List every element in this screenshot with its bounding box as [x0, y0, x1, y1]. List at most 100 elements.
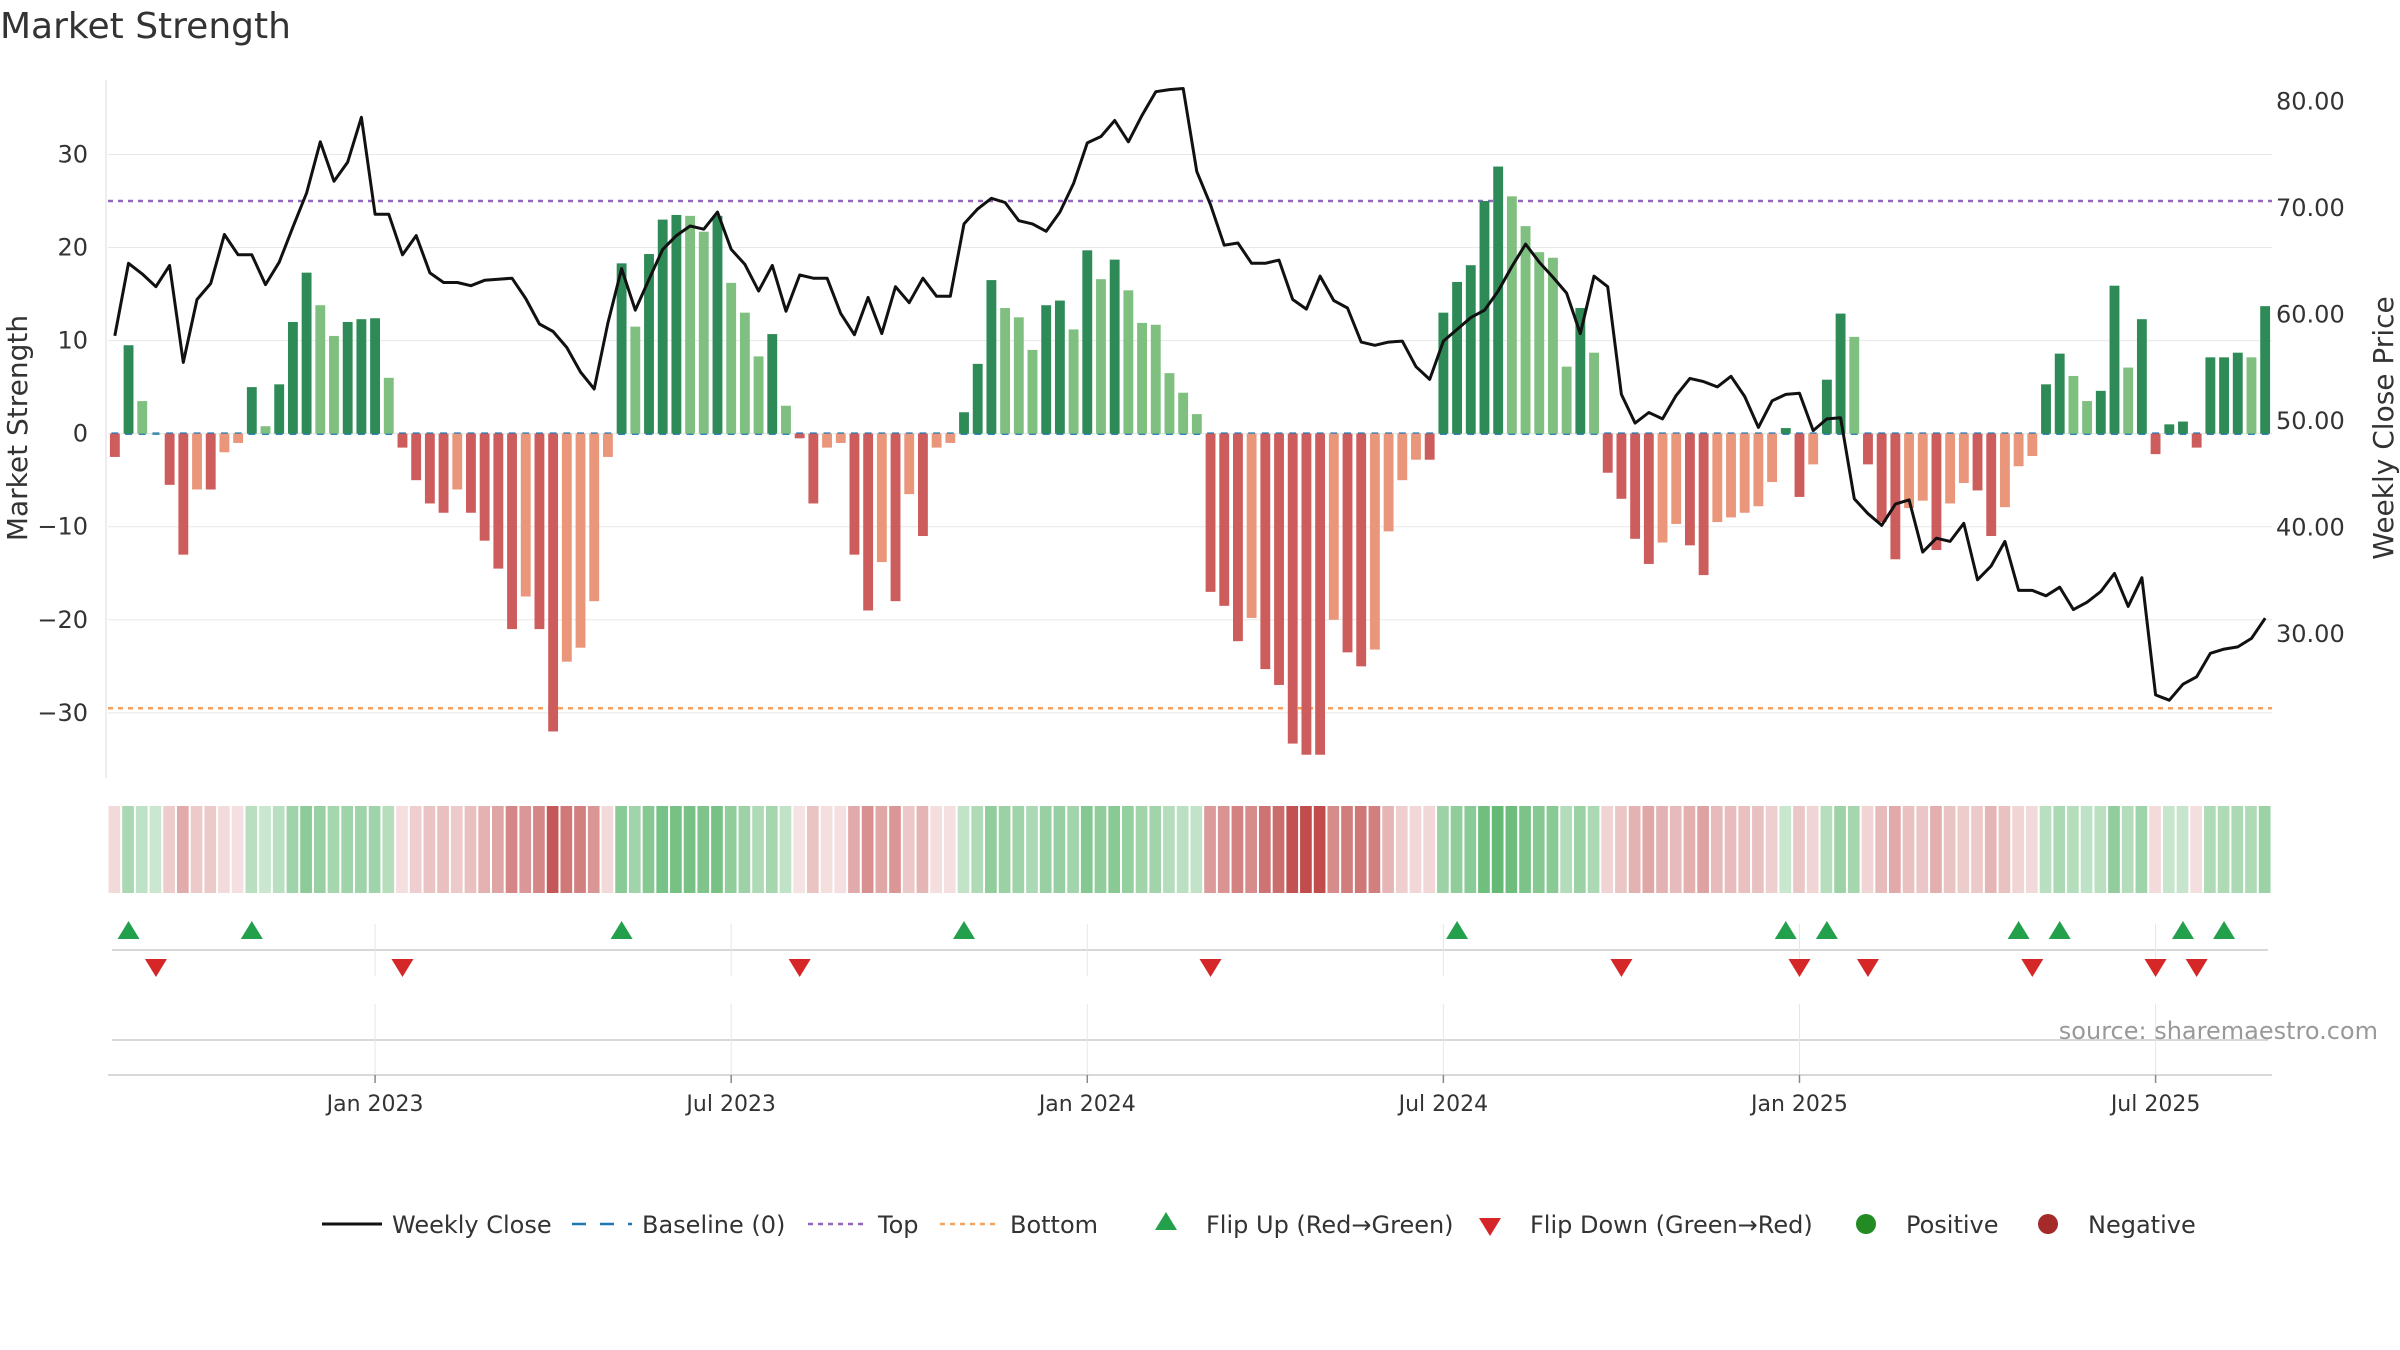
strength-bar	[1493, 166, 1504, 434]
flip-down-marker	[1788, 959, 1811, 977]
strength-bar	[2246, 357, 2257, 434]
strip-cell	[574, 806, 586, 893]
strip-cell	[998, 806, 1011, 893]
strength-bar	[1137, 322, 1147, 434]
strength-bar	[2054, 353, 2065, 434]
strip-cell	[902, 806, 915, 893]
strip-cell	[1765, 806, 1778, 893]
strip-cell	[656, 806, 669, 893]
strip-cell	[368, 806, 381, 893]
x-tick-label: Jul 2023	[684, 1092, 776, 1117]
strip-cell	[1217, 806, 1230, 893]
strength-bar	[1123, 290, 1134, 434]
strength-bar	[1013, 317, 1024, 434]
strip-cell	[779, 806, 792, 893]
strength-bar	[1561, 366, 1572, 434]
strip-cell	[957, 806, 970, 893]
strength-bar	[1465, 265, 1476, 434]
strength-bar	[876, 433, 887, 563]
strength-bar	[698, 231, 709, 434]
strip-cell	[2135, 806, 2148, 893]
strength-bar	[1109, 259, 1120, 434]
strip-cell	[1971, 806, 1983, 893]
strength-bar	[2109, 285, 2120, 434]
strip-cell	[1560, 806, 1572, 893]
strip-cell	[231, 806, 244, 893]
flip-up-marker	[2171, 921, 2194, 939]
strip-cell	[2162, 806, 2175, 893]
strength-bar	[1684, 433, 1695, 546]
strip-cell	[1669, 806, 1682, 893]
strength-bar	[1274, 433, 1284, 685]
strip-cell	[1656, 806, 1668, 893]
strength-bar	[1808, 433, 1819, 465]
strip-cell	[1834, 806, 1846, 893]
strength-bar	[452, 433, 463, 490]
strip-cell	[615, 806, 627, 893]
flip-up-marker	[1774, 921, 1797, 939]
strip-cell	[546, 806, 559, 893]
strength-bar	[1986, 433, 1997, 537]
strength-heat-strip	[108, 806, 2271, 893]
strength-bar	[246, 387, 257, 434]
flip-down-marker	[788, 959, 811, 977]
strip-cell	[327, 806, 340, 893]
strip-cell	[1067, 806, 1079, 893]
legend-label-positive: Positive	[1906, 1211, 1999, 1239]
strip-cell	[259, 806, 271, 893]
strength-bar	[315, 305, 326, 434]
y-axis-title: Market Strength	[1, 315, 34, 541]
strength-bar	[863, 433, 874, 611]
strength-bar	[1589, 352, 1599, 434]
y-right-tick-label: 40.00	[2276, 514, 2345, 542]
strip-cell	[861, 806, 874, 893]
strength-bar	[986, 280, 997, 434]
legend-negative-swatch	[2038, 1214, 2058, 1234]
strength-bar	[781, 405, 791, 434]
strip-cell	[2176, 806, 2189, 893]
strip-cell	[382, 806, 395, 893]
strength-bar	[2027, 433, 2038, 456]
strength-bar	[1411, 433, 1421, 460]
strip-cell	[1491, 806, 1504, 893]
strip-cell	[628, 806, 641, 893]
strip-cell	[1724, 806, 1737, 893]
strength-bar	[424, 433, 435, 504]
legend-label-flip-up: Flip Up (Red→Green)	[1206, 1211, 1454, 1239]
strength-bar	[1821, 379, 1832, 434]
strength-bar	[1945, 433, 1956, 504]
strength-bar	[2191, 433, 2202, 448]
strip-cell	[1122, 806, 1134, 893]
strip-cell	[807, 806, 819, 893]
strip-cell	[1245, 806, 1257, 893]
strength-bar	[1328, 433, 1339, 620]
strength-bar	[1849, 336, 1860, 434]
strength-bar	[2150, 433, 2161, 455]
legend-label-baseline: Baseline (0)	[642, 1211, 785, 1239]
strength-bar	[671, 214, 682, 434]
strength-bar	[712, 215, 723, 434]
strength-bar	[2041, 384, 2051, 434]
chart-title: Market Strength	[0, 6, 291, 47]
strength-bar	[1301, 433, 1312, 755]
strip-cell	[2217, 806, 2230, 893]
strength-bar	[1369, 433, 1380, 650]
strength-bar	[644, 254, 654, 434]
strength-bar	[1739, 433, 1750, 513]
price-line-layer	[113, 87, 2267, 702]
strip-cell	[724, 806, 737, 893]
strip-cell	[1519, 806, 1531, 893]
strip-cell	[505, 806, 518, 893]
strip-cell	[190, 806, 203, 893]
strip-cell	[1327, 806, 1340, 893]
x-axis: Jan 2023 Jul 2023 Jan 2024 Jul 2024 Jan 2025…	[108, 1074, 2272, 1117]
strength-bar	[301, 272, 312, 434]
strength-bar	[1438, 312, 1449, 434]
y-tick-label: 10	[57, 327, 88, 355]
strip-cell	[1163, 806, 1175, 893]
strip-cell	[341, 806, 354, 893]
strip-cell	[409, 806, 422, 893]
y-axis-right-title: Weekly Close Price	[2367, 296, 2400, 559]
strip-cell	[1738, 806, 1751, 893]
strength-bar	[164, 433, 175, 485]
